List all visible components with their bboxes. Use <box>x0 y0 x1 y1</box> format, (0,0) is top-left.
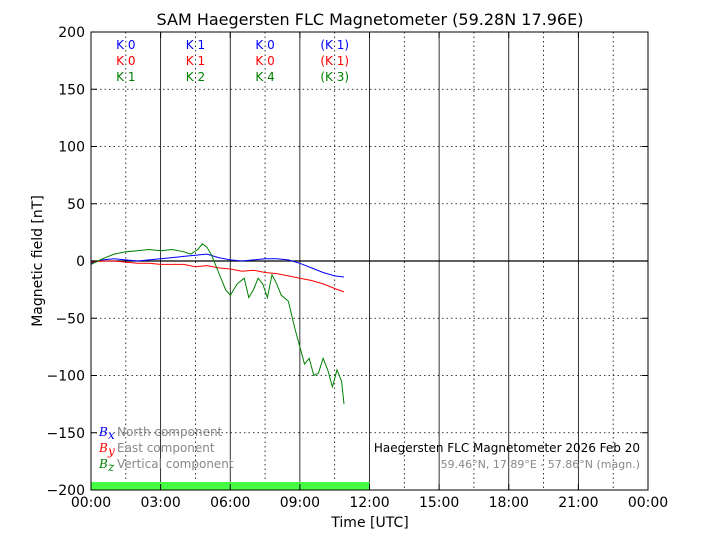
legend-symbol: B <box>98 441 108 455</box>
legend-symbol: B <box>98 425 108 439</box>
y-tick-label: 200 <box>58 25 85 41</box>
y-tick-label: 50 <box>67 197 85 213</box>
k-index-north: (K 1) <box>320 38 349 52</box>
k-index-north: K 1 <box>186 38 205 52</box>
k-index-vertical: K 4 <box>255 70 274 84</box>
k-index-east: K 0 <box>116 54 135 68</box>
k-index-vertical: K 1 <box>116 70 135 84</box>
legend-subscript: x <box>108 428 115 442</box>
y-tick-label: −100 <box>47 369 85 385</box>
k-index-east: (K 1) <box>320 54 349 68</box>
y-tick-label: 150 <box>58 82 85 98</box>
y-axis-label: Magnetic field [nT] <box>30 195 46 327</box>
y-tick-label: −50 <box>55 311 85 327</box>
y-tick-label: −200 <box>47 483 85 499</box>
series-line-y <box>90 260 345 293</box>
k-index-north: K 0 <box>116 38 135 52</box>
x-tick-label: 15:00 <box>419 495 459 511</box>
legend-subscript: y <box>107 444 115 458</box>
x-tick-label: 00:00 <box>71 495 111 511</box>
grid-lines <box>91 32 648 490</box>
k-index-vertical: (K 3) <box>320 70 349 84</box>
k-index-east: K 0 <box>255 54 274 68</box>
x-tick-label: 03:00 <box>140 495 180 511</box>
chart-title: SAM Haegersten FLC Magnetometer (59.28N … <box>157 10 584 29</box>
k-index-north: K 0 <box>255 38 274 52</box>
x-tick-label: 18:00 <box>489 495 529 511</box>
k-index-vertical: K 2 <box>186 70 205 84</box>
x-tick-label: 06:00 <box>210 495 250 511</box>
legend-label: North component <box>117 425 223 439</box>
info-box: Haegersten FLC Magnetometer 2026 Feb 20 … <box>374 441 640 471</box>
legend-label: Vertical component <box>117 457 234 471</box>
series-line-x <box>90 253 345 278</box>
x-tick-label: 21:00 <box>558 495 598 511</box>
legend-label: East component <box>117 441 215 455</box>
legend-subscript: z <box>107 460 115 474</box>
series-line-z <box>90 243 345 405</box>
y-tick-label: −150 <box>47 426 85 442</box>
k-index-east: K 1 <box>186 54 205 68</box>
series-layer <box>90 243 345 405</box>
k-index-layer: K 0 K 0 K 1 K 1 K 1 K 2 K 0 K 0 K 4 (K 1) (K 1) (K … <box>116 38 349 84</box>
y-tick-label: 0 <box>76 254 85 270</box>
x-tick-label: 12:00 <box>349 495 389 511</box>
y-tick-label: 100 <box>58 140 85 156</box>
x-tick-label: 09:00 <box>280 495 320 511</box>
info-coordinates: 59.46°N, 17.89°E - 57.86°N (magn.) <box>441 458 640 471</box>
legend-symbol: B <box>98 457 108 471</box>
axes-layer: 00:00 03:00 06:00 09:00 12:00 15:00 18:00 21:00… <box>47 25 669 511</box>
x-axis-label: Time [UTC] <box>330 515 408 531</box>
info-title: Haegersten FLC Magnetometer 2026 Feb 20 <box>374 441 640 455</box>
x-tick-label: 00:00 <box>628 495 668 511</box>
